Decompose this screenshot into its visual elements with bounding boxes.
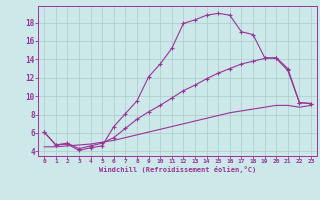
X-axis label: Windchill (Refroidissement éolien,°C): Windchill (Refroidissement éolien,°C) <box>99 166 256 173</box>
